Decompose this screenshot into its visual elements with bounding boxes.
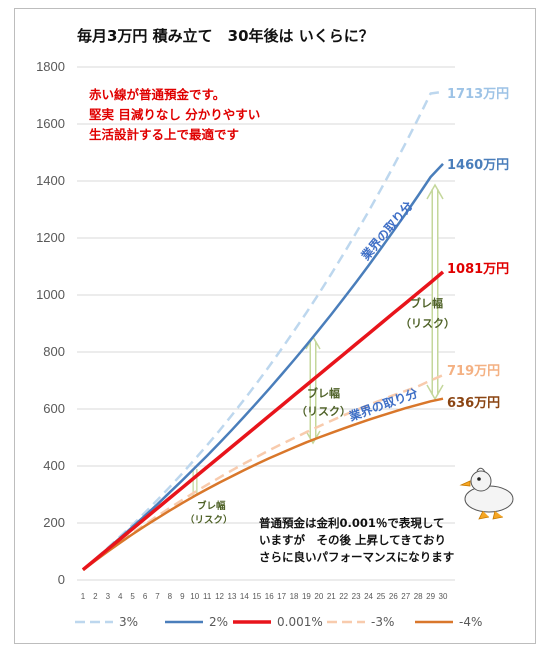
chart-title: 毎月3万円 積み立て 30年後は いくらに？ — [77, 27, 374, 45]
red-note-line-1: 赤い線が普通預金です。 — [89, 87, 225, 102]
risk-label-10-b: （リスク） — [185, 514, 233, 526]
series-line-3% — [82, 90, 444, 571]
x-tick-label: 27 — [401, 592, 410, 601]
x-tick-label: 1 — [81, 592, 86, 601]
x-tick-label: 25 — [376, 592, 385, 601]
chart-frame: 毎月3万円 積み立て 30年後は いくらに？ 0 200 400 600 800 1000… — [14, 8, 536, 644]
y-tick-label: 200 — [43, 515, 65, 530]
x-tick-label: 26 — [389, 592, 398, 601]
legend-label-0.001%: 0.001% — [277, 615, 323, 629]
y-tick-label: 1000 — [36, 287, 65, 302]
x-tick-label: 11 — [203, 592, 212, 601]
red-note-line-2: 堅実 目減りなし 分かりやすい — [89, 107, 260, 122]
x-tick-label: 30 — [439, 592, 448, 601]
x-tick-label: 28 — [414, 592, 423, 601]
x-tick-label: 4 — [118, 592, 123, 601]
legend-label-3%: 3% — [119, 615, 138, 629]
x-tick-label: 14 — [240, 592, 249, 601]
duck-mascot-icon — [459, 467, 514, 520]
risk-label-30-a: ブレ幅 — [410, 296, 443, 310]
x-tick-label: 5 — [130, 592, 135, 601]
gridlines — [77, 66, 455, 581]
x-tick-label: 7 — [155, 592, 160, 601]
x-tick-label: 23 — [352, 592, 361, 601]
end-label--4%: 636万円 — [447, 396, 500, 411]
x-tick-label: 10 — [190, 592, 199, 601]
series-line--3% — [82, 373, 444, 571]
x-tick-label: 6 — [143, 592, 148, 601]
red-note-line-3: 生活設計する上で最適です — [89, 127, 239, 142]
industry-share-upper: 業界の取り分 — [357, 198, 415, 264]
x-tick-label: 17 — [277, 592, 286, 601]
x-tick-label: 21 — [327, 592, 336, 601]
y-tick-labels: 0 200 400 600 800 1000 1200 1400 1600 1800 — [36, 59, 65, 587]
chart-svg: 毎月3万円 積み立て 30年後は いくらに？ 0 200 400 600 800 1000… — [36, 27, 514, 629]
x-tick-label: 15 — [252, 592, 261, 601]
end-label-0.001%: 1081万円 — [447, 262, 509, 277]
black-note-line-3: さらに良いパフォーマンスになります — [259, 550, 454, 564]
y-tick-label: 1600 — [36, 116, 65, 131]
x-tick-label: 13 — [228, 592, 237, 601]
risk-label-10-a: ブレ幅 — [197, 500, 226, 512]
risk-label-20-a: ブレ幅 — [307, 386, 340, 400]
series-lines — [81, 90, 445, 572]
risk-label-30-b: （リスク） — [400, 317, 455, 330]
risk-label-20-b: （リスク） — [296, 405, 351, 418]
series-line-0.001% — [81, 270, 445, 572]
x-tick-label: 8 — [168, 592, 173, 601]
y-tick-label: 600 — [43, 401, 65, 416]
end-label-3%: 1713万円 — [447, 87, 509, 102]
x-tick-label: 22 — [339, 592, 348, 601]
x-tick-label: 2 — [93, 592, 98, 601]
x-tick-label: 20 — [314, 592, 323, 601]
y-tick-label: 0 — [58, 572, 65, 587]
series-line-2% — [82, 163, 444, 571]
end-labels: 1713万円 1460万円 1081万円 719万円 636万円 — [447, 87, 509, 411]
end-label-2%: 1460万円 — [447, 158, 509, 173]
y-tick-label: 800 — [43, 344, 65, 359]
x-tick-label: 9 — [180, 592, 185, 601]
black-note-line-1: 普通預金は金利0.001％で表現して — [259, 516, 445, 530]
legend-label--4%: -4% — [459, 615, 482, 629]
legend-label--3%: -3% — [371, 615, 394, 629]
legend-label-2%: 2% — [209, 615, 228, 629]
end-label--3%: 719万円 — [447, 364, 500, 379]
x-tick-label: 3 — [106, 592, 111, 601]
y-tick-label: 1400 — [36, 173, 65, 188]
black-note-line-2: いますが その後 上昇してきており — [259, 533, 446, 547]
x-tick-labels: 1 2 3 4 5 6 7 8 9 10 11 12 13 14 15 16 17 18 19 20 21 22 23 24 2… — [81, 592, 448, 601]
y-tick-label: 400 — [43, 458, 65, 473]
y-tick-label: 1200 — [36, 230, 65, 245]
x-tick-label: 29 — [426, 592, 435, 601]
legend: 3% 2% 0.001% -3% -4% — [75, 615, 482, 629]
risk-arrows — [192, 183, 444, 496]
y-tick-label: 1800 — [36, 59, 65, 74]
x-tick-label: 12 — [215, 592, 224, 601]
x-tick-label: 18 — [290, 592, 299, 601]
x-tick-label: 24 — [364, 592, 373, 601]
x-tick-label: 16 — [265, 592, 274, 601]
x-tick-label: 19 — [302, 592, 311, 601]
industry-share-lower: 業界の取り分 — [346, 385, 420, 424]
series-line--4% — [82, 397, 444, 571]
